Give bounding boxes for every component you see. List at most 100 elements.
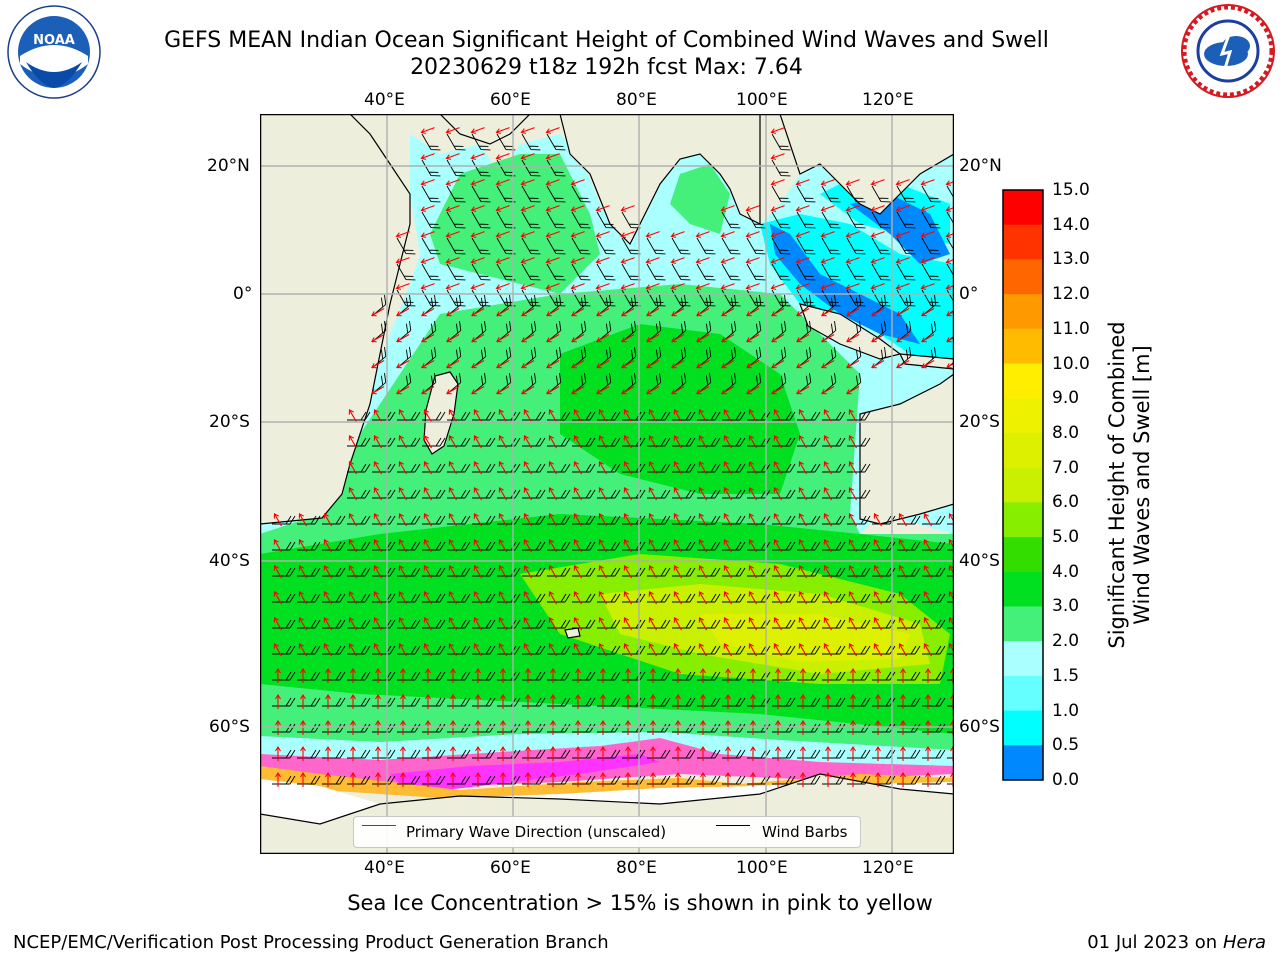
wind-barb bbox=[771, 133, 791, 151]
wind-barb bbox=[671, 263, 691, 281]
wave-direction-arrow bbox=[825, 745, 831, 761]
wave-direction-arrow bbox=[623, 643, 632, 657]
wind-barb bbox=[571, 263, 591, 281]
wave-direction-arrow bbox=[275, 745, 281, 761]
wind-barb bbox=[272, 645, 296, 655]
wind-barb bbox=[397, 541, 421, 551]
wind-barb bbox=[771, 159, 791, 177]
wind-barb bbox=[922, 749, 946, 759]
wind-barb bbox=[522, 411, 546, 421]
wave-direction-arrow bbox=[921, 360, 935, 369]
wave-direction-arrow bbox=[871, 308, 885, 317]
colorbar-segment bbox=[1003, 606, 1043, 642]
wave-direction-arrow bbox=[595, 257, 610, 264]
wind-barb bbox=[796, 185, 816, 203]
wind-barb bbox=[672, 515, 696, 525]
wind-barb bbox=[722, 619, 746, 629]
wind-barb bbox=[397, 671, 421, 681]
wave-direction-arrow bbox=[746, 360, 760, 369]
wind-barb bbox=[547, 671, 571, 681]
wave-direction-arrow bbox=[775, 745, 781, 761]
map-plot bbox=[260, 114, 954, 854]
wind-barb bbox=[947, 523, 954, 525]
wave-direction-arrow bbox=[798, 487, 807, 501]
wave-direction-arrow bbox=[850, 745, 856, 761]
wind-barb bbox=[597, 619, 621, 629]
wave-direction-arrow bbox=[423, 617, 432, 631]
wave-direction-arrow bbox=[298, 643, 307, 657]
wave-direction-arrow bbox=[648, 409, 657, 423]
wind-barb bbox=[946, 185, 954, 203]
wave-direction-arrow bbox=[525, 719, 531, 735]
wave-direction-arrow bbox=[575, 693, 581, 709]
wind-barb bbox=[472, 749, 496, 759]
wind-barb bbox=[471, 133, 491, 151]
wave-direction-arrow bbox=[471, 334, 485, 343]
wave-direction-arrow bbox=[770, 153, 785, 160]
wave-direction-arrow bbox=[696, 386, 710, 395]
wind-barb bbox=[597, 463, 621, 473]
wind-barb bbox=[547, 749, 571, 759]
wind-barb bbox=[947, 549, 954, 551]
noaa-logo-text: NOAA bbox=[33, 33, 75, 48]
wave-direction-arrow bbox=[820, 205, 835, 212]
wave-direction-arrow bbox=[470, 231, 485, 238]
wave-direction-arrow bbox=[850, 719, 856, 735]
colorbar-tick-label: 6.0 bbox=[1052, 492, 1080, 513]
wave-direction-arrow bbox=[498, 643, 507, 657]
wave-direction-arrow bbox=[923, 513, 932, 527]
wave-direction-arrow bbox=[923, 565, 932, 579]
wind-barb bbox=[421, 211, 441, 229]
wave-direction-arrow bbox=[675, 771, 681, 787]
colorbar-segment bbox=[1003, 432, 1043, 469]
wind-barb bbox=[522, 593, 546, 603]
wave-direction-arrow bbox=[498, 435, 507, 449]
wave-direction-arrow bbox=[721, 360, 735, 369]
wind-barb bbox=[947, 575, 954, 577]
wave-direction-arrow bbox=[798, 409, 807, 423]
wave-direction-arrow bbox=[800, 719, 806, 735]
wave-direction-arrow bbox=[400, 693, 406, 709]
wind-barb bbox=[522, 567, 546, 577]
wave-direction-arrow bbox=[470, 257, 485, 264]
wave-direction-arrow bbox=[350, 771, 356, 787]
wind-barb bbox=[771, 237, 791, 255]
wind-barb bbox=[397, 515, 421, 525]
wind-barb bbox=[472, 489, 496, 499]
wind-barb bbox=[322, 723, 346, 733]
wave-direction-arrow bbox=[445, 257, 460, 264]
wave-direction-arrow bbox=[795, 179, 810, 186]
wave-direction-arrow bbox=[823, 409, 832, 423]
wave-direction-arrow bbox=[423, 461, 432, 475]
wind-barb bbox=[897, 541, 921, 551]
wind-barb bbox=[672, 645, 696, 655]
wind-barb bbox=[847, 437, 871, 447]
wave-direction-arrow bbox=[673, 487, 682, 501]
wave-direction-arrow bbox=[571, 360, 585, 369]
wave-direction-arrow bbox=[398, 539, 407, 553]
wind-barb bbox=[496, 211, 516, 229]
wind-barb bbox=[921, 185, 941, 203]
wind-barb bbox=[347, 489, 371, 499]
wave-direction-arrow bbox=[545, 127, 560, 134]
wave-direction-arrow bbox=[696, 334, 710, 343]
wave-direction-arrow bbox=[648, 565, 657, 579]
wave-direction-arrow bbox=[550, 771, 556, 787]
wave-direction-arrow bbox=[873, 565, 882, 579]
wave-direction-arrow bbox=[870, 179, 885, 186]
wind-barb bbox=[547, 775, 571, 785]
wind-barb bbox=[797, 411, 821, 421]
wind-barb bbox=[922, 671, 946, 681]
wave-direction-arrow bbox=[620, 205, 635, 212]
wind-barb bbox=[672, 541, 696, 551]
wind-barb bbox=[722, 463, 746, 473]
wave-direction-arrow bbox=[670, 257, 685, 264]
wave-direction-arrow bbox=[745, 257, 760, 264]
wind-barb bbox=[347, 593, 371, 603]
wave-direction-arrow bbox=[796, 386, 810, 395]
wind-barb bbox=[422, 411, 446, 421]
wave-direction-arrow bbox=[723, 435, 732, 449]
wind-barb bbox=[772, 515, 796, 525]
wind-barb bbox=[647, 463, 671, 473]
wave-direction-arrow bbox=[600, 693, 606, 709]
